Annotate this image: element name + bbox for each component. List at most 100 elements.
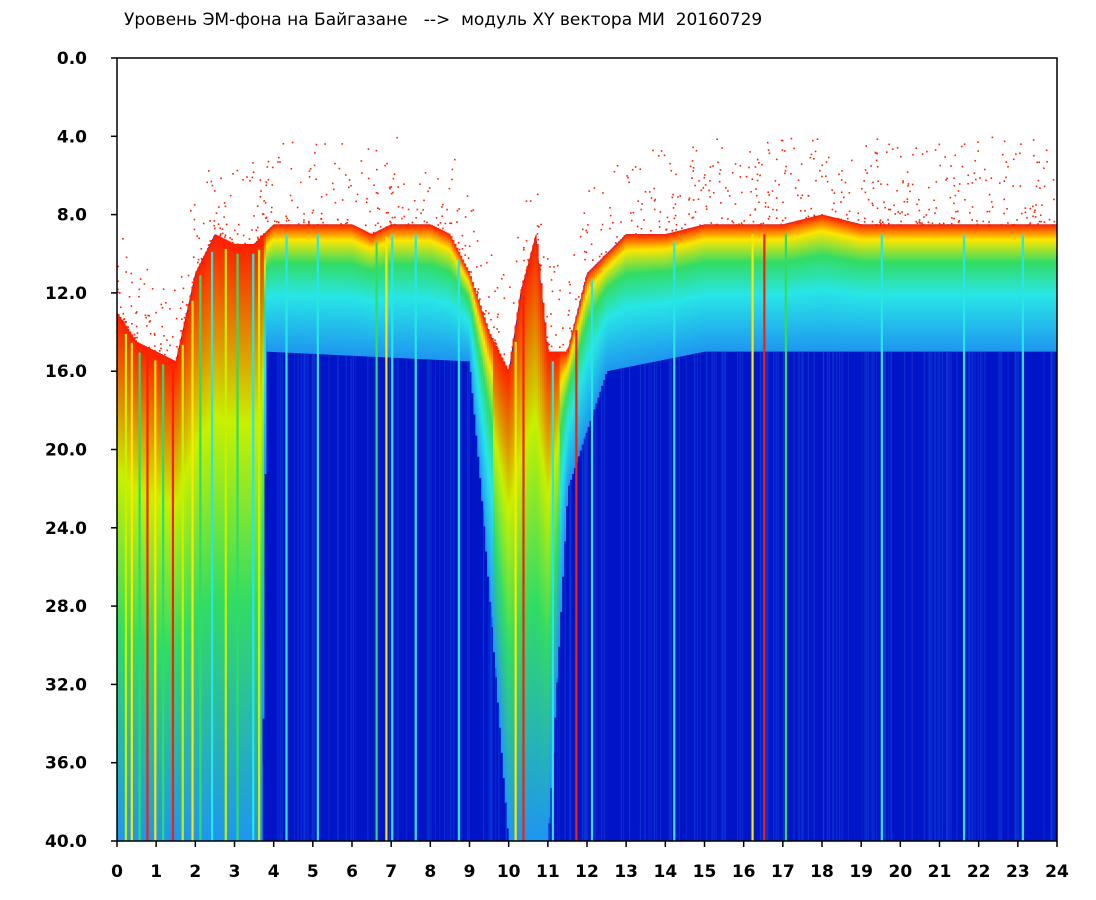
speckle — [490, 318, 492, 321]
speckle — [219, 233, 222, 235]
band-column — [410, 224, 414, 359]
speckle — [1007, 165, 1009, 168]
band-column — [1023, 224, 1027, 352]
speckle — [813, 215, 816, 218]
speckle — [764, 205, 767, 208]
band-column — [1015, 224, 1019, 352]
speckle — [797, 220, 800, 223]
speckle — [390, 224, 393, 226]
texture-streak — [279, 352, 281, 841]
band-column — [158, 353, 161, 841]
speckle — [401, 206, 404, 209]
speckle — [550, 345, 553, 348]
band-column — [694, 226, 698, 354]
band-column — [604, 254, 608, 375]
speckle — [515, 260, 518, 263]
speckle — [946, 177, 948, 180]
band-column — [684, 229, 688, 356]
band-column — [914, 224, 917, 352]
speckle — [529, 200, 532, 202]
speckle — [341, 143, 344, 145]
speckle — [282, 142, 285, 145]
speckle — [875, 159, 878, 162]
x-tick-label: 15 — [693, 862, 717, 882]
speckle — [669, 162, 671, 165]
band-column — [857, 223, 860, 352]
band-column — [422, 224, 426, 360]
speckle — [124, 321, 127, 323]
band-column — [136, 342, 140, 841]
speckle — [122, 318, 125, 321]
speckle — [497, 313, 499, 316]
speckle — [921, 222, 923, 224]
speckle — [935, 181, 938, 183]
speckle — [458, 248, 461, 251]
speckle — [176, 345, 178, 348]
speckle — [716, 138, 718, 140]
speckle — [422, 209, 424, 211]
band-column — [559, 351, 563, 612]
speckle — [264, 202, 267, 204]
texture-streak — [969, 351, 971, 841]
speckle — [784, 217, 787, 219]
speckle — [464, 254, 466, 256]
speckle — [528, 260, 530, 263]
band-column — [532, 245, 535, 841]
band-column — [303, 224, 306, 354]
speckle — [488, 296, 490, 298]
band-column — [144, 346, 147, 841]
band-column — [481, 311, 484, 502]
speckle — [734, 203, 737, 205]
texture-streak — [972, 351, 974, 841]
speckle — [717, 161, 719, 164]
band-column — [851, 222, 854, 352]
band-column — [467, 271, 471, 362]
band-column — [310, 224, 314, 354]
speckle — [456, 221, 458, 223]
speckle — [864, 191, 867, 194]
speckle — [988, 193, 991, 196]
band-column — [1013, 224, 1017, 352]
speckle — [658, 220, 661, 223]
vertical-streak — [522, 295, 525, 841]
texture-streak — [722, 351, 724, 841]
texture-streak — [884, 351, 886, 841]
speckle — [771, 190, 774, 192]
speckle — [280, 224, 282, 226]
band-column — [438, 228, 441, 360]
band-column — [653, 234, 657, 362]
speckle — [636, 225, 639, 228]
band-column — [446, 232, 449, 361]
speckle — [396, 136, 398, 139]
band-column — [588, 270, 592, 422]
band-column — [776, 224, 780, 352]
band-column — [972, 224, 976, 352]
speckle — [271, 184, 274, 186]
band-column — [179, 339, 183, 841]
speckle — [628, 181, 630, 184]
speckle — [369, 210, 371, 213]
texture-streak — [468, 361, 470, 841]
band-column — [724, 224, 727, 352]
speckle — [1012, 185, 1014, 187]
speckle — [743, 220, 746, 222]
speckle — [151, 287, 154, 290]
speckle — [800, 163, 803, 165]
speckle — [705, 205, 708, 208]
speckle — [536, 193, 539, 196]
band-column — [780, 224, 784, 352]
band-column — [943, 224, 946, 352]
speckle — [833, 192, 836, 194]
speckle — [577, 296, 580, 298]
texture-streak — [396, 357, 398, 841]
band-column — [790, 222, 794, 352]
band-column — [379, 229, 382, 358]
speckle — [122, 312, 125, 315]
band-column — [816, 215, 819, 352]
speckle — [883, 201, 885, 203]
band-column — [739, 224, 743, 352]
speckle — [229, 237, 231, 239]
speckle — [727, 190, 729, 192]
speckle — [185, 304, 188, 306]
speckle — [444, 222, 447, 225]
